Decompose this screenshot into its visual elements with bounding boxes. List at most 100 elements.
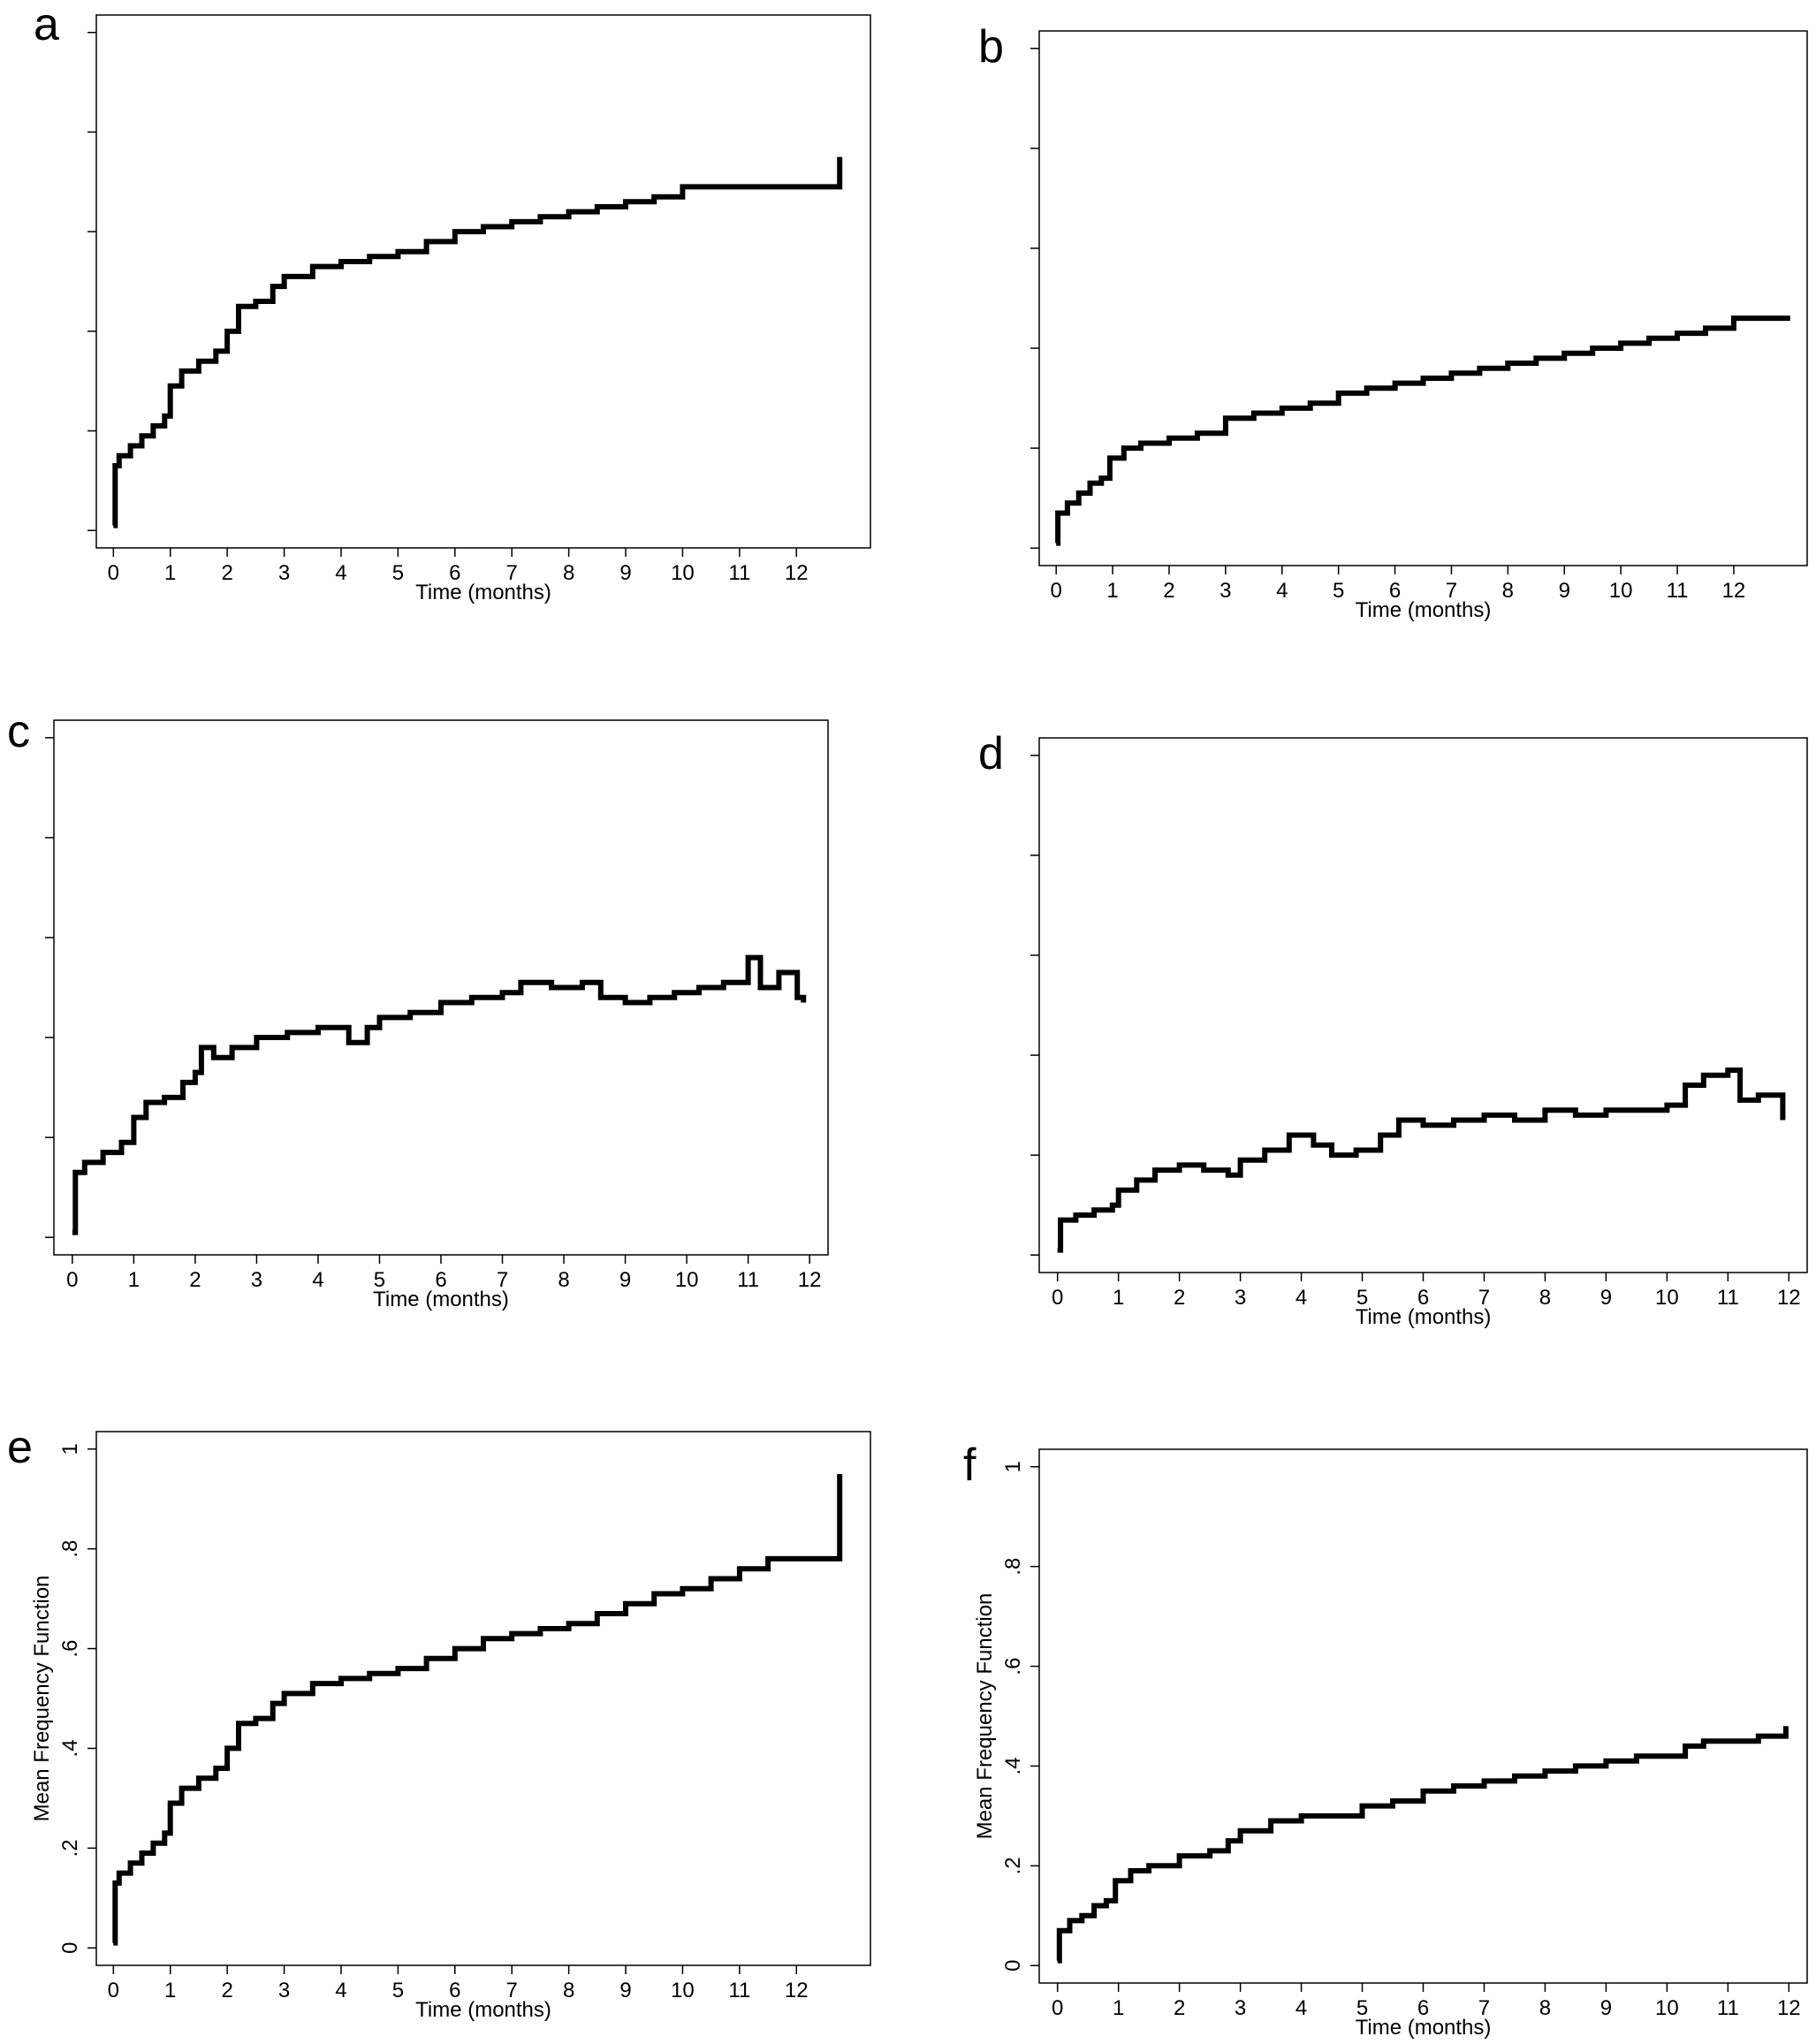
x-tick-label: 2	[221, 561, 232, 585]
x-tick-label: 9	[1559, 579, 1570, 603]
x-tick-label: 0	[66, 1268, 78, 1292]
x-tick-label: 1	[128, 1268, 140, 1292]
panel-letter: b	[978, 21, 1004, 72]
x-tick-label: 5	[1333, 579, 1344, 603]
x-tick-label: 10	[1609, 579, 1633, 603]
panel-letter: c	[7, 706, 30, 757]
x-tick-label: 7	[1446, 579, 1457, 603]
x-tick-label: 11	[1717, 1996, 1739, 2020]
panel-letter: a	[34, 0, 59, 50]
y-tick-label: 1	[1001, 1461, 1025, 1472]
x-tick-label: 2	[1163, 579, 1174, 603]
x-tick-label: 9	[619, 1268, 631, 1292]
x-axis-title: Time (months)	[1356, 2016, 1492, 2040]
x-tick-label: 9	[1600, 1996, 1612, 2020]
x-tick-label: 8	[1502, 579, 1514, 603]
panel-letter: e	[7, 1422, 33, 1473]
x-tick-label: 1	[164, 561, 176, 585]
x-tick-label: 3	[1235, 1996, 1246, 2020]
x-tick-label: 1	[164, 1979, 176, 2002]
y-axis-title: Mean Frequency Function	[30, 1576, 54, 1822]
series-line	[72, 954, 807, 1235]
x-tick-label: 10	[671, 1979, 695, 2002]
x-tick-label: 5	[392, 561, 404, 585]
x-tick-label: 7	[497, 1268, 508, 1292]
y-tick-label: 1	[58, 1443, 82, 1455]
x-tick-label: 10	[1655, 1286, 1679, 1310]
x-tick-label: 3	[1235, 1286, 1246, 1310]
x-tick-label: 10	[671, 561, 695, 585]
series-line	[1055, 315, 1790, 546]
plot-frame	[95, 1431, 871, 1966]
plot-frame	[1038, 1448, 1808, 1984]
y-tick-label: .8	[1001, 1558, 1025, 1576]
x-tick-label: 0	[108, 561, 119, 585]
panel-letter: f	[963, 1440, 976, 1491]
x-tick-label: 4	[1276, 579, 1288, 603]
x-tick-label: 3	[251, 1268, 262, 1292]
x-tick-label: 8	[558, 1268, 569, 1292]
x-tick-label: 12	[785, 561, 809, 585]
y-tick-label: .8	[58, 1540, 82, 1558]
plot-frame	[95, 14, 871, 549]
y-axis-title: Mean Frequency Function	[973, 1593, 997, 1840]
x-tick-label: 7	[1478, 1286, 1490, 1310]
x-tick-label: 0	[1052, 1286, 1063, 1310]
y-tick-label: .6	[1001, 1658, 1025, 1675]
x-tick-label: 8	[1539, 1286, 1551, 1310]
x-tick-label: 5	[392, 1979, 404, 2002]
x-tick-label: 12	[798, 1268, 822, 1292]
x-tick-label: 4	[312, 1268, 323, 1292]
x-tick-label: 4	[1296, 1996, 1307, 2020]
x-axis-title: Time (months)	[415, 1998, 551, 2022]
x-tick-label: 2	[1174, 1996, 1185, 2020]
x-tick-label: 6	[1417, 1996, 1429, 2020]
x-tick-label: 0	[108, 1979, 119, 2002]
x-tick-label: 9	[619, 1979, 631, 2002]
x-tick-label: 12	[1777, 1286, 1801, 1310]
x-tick-label: 3	[278, 561, 290, 585]
x-tick-label: 11	[1667, 579, 1689, 603]
x-tick-label: 4	[1296, 1286, 1307, 1310]
y-tick-label: .2	[1001, 1857, 1025, 1874]
y-tick-label: .4	[58, 1739, 82, 1757]
x-tick-label: 6	[449, 1979, 460, 2002]
x-tick-label: 1	[1113, 1996, 1124, 2020]
x-tick-label: 9	[1600, 1286, 1612, 1310]
y-tick-label: .2	[58, 1839, 82, 1857]
x-tick-label: 2	[189, 1268, 201, 1292]
y-tick-label: .6	[58, 1640, 82, 1658]
series-line	[112, 1474, 843, 1946]
x-tick-label: 11	[728, 1979, 750, 2002]
x-tick-label: 1	[1106, 579, 1118, 603]
x-tick-label: 8	[563, 561, 574, 585]
x-tick-label: 6	[435, 1268, 446, 1292]
plot-frame	[1038, 737, 1808, 1273]
x-tick-label: 5	[374, 1268, 385, 1292]
x-tick-label: 1	[1113, 1286, 1124, 1310]
y-tick-label: 0	[58, 1942, 82, 1954]
series-line	[1057, 1068, 1786, 1253]
x-tick-label: 8	[563, 1979, 574, 2002]
x-axis-title: Time (months)	[1356, 598, 1492, 622]
x-tick-label: 10	[675, 1268, 699, 1292]
x-tick-label: 2	[1174, 1286, 1185, 1310]
panel-letter: d	[978, 728, 1004, 779]
x-tick-label: 0	[1050, 579, 1061, 603]
x-tick-label: 8	[1539, 1996, 1551, 2020]
x-tick-label: 12	[785, 1979, 809, 2002]
x-tick-label: 11	[1717, 1286, 1739, 1310]
x-axis-title: Time (months)	[373, 1288, 509, 1311]
x-tick-label: 4	[335, 561, 346, 585]
x-tick-label: 7	[1478, 1996, 1490, 2020]
x-axis-title: Time (months)	[415, 581, 551, 604]
x-tick-label: 12	[1777, 1996, 1801, 2020]
plot-frame	[1038, 30, 1808, 566]
